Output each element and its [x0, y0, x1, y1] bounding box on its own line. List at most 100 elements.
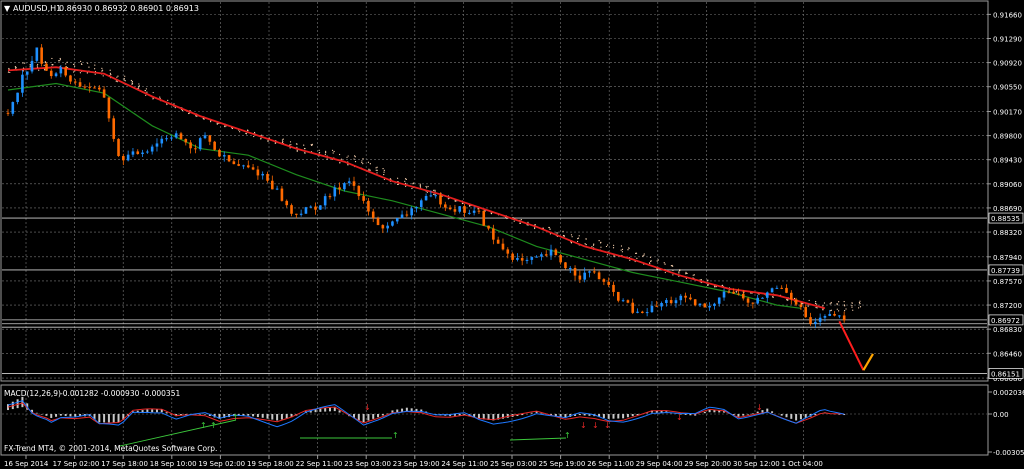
cloud-dot: [706, 284, 709, 286]
sell-arrow-icon: ↓: [676, 413, 683, 422]
cloud-dot: [239, 131, 241, 133]
candle-body: [804, 307, 808, 318]
macd-bar: [31, 409, 34, 413]
macd-bar: [790, 414, 793, 419]
cloud-dot: [216, 122, 218, 124]
candle-body: [756, 297, 759, 304]
macd-bar: [79, 414, 82, 417]
y-tick-label-10: 0.87940: [993, 254, 1022, 262]
candle-body: [246, 165, 250, 168]
cloud-dot: [247, 130, 249, 132]
cloud-dot: [138, 83, 140, 85]
macd-bar: [626, 414, 629, 418]
macd-bar: [314, 409, 317, 413]
candle-body: [665, 300, 668, 304]
cloud-dot: [173, 103, 175, 105]
cloud-dot: [23, 62, 25, 64]
macd-bar: [723, 410, 726, 413]
candle-body: [160, 138, 164, 144]
candle-body: [669, 300, 673, 304]
cloud-dot: [367, 161, 370, 163]
price-line-label-0: 0.88535: [991, 215, 1020, 223]
cloud-dot: [43, 64, 45, 66]
macd-bar: [117, 414, 120, 423]
cloud-dot: [324, 153, 326, 155]
macd-bar: [122, 414, 125, 420]
candle-body: [823, 315, 827, 318]
candle-body: [785, 287, 788, 293]
candle-body: [35, 47, 39, 61]
candle-body: [69, 75, 72, 82]
candle-body: [525, 259, 529, 261]
macd-bar: [208, 414, 211, 416]
candle-body: [674, 300, 678, 304]
cloud-dot: [59, 57, 61, 60]
forecast-down-arrow: [838, 320, 865, 371]
candle-body: [112, 118, 116, 139]
macd-bar: [501, 414, 504, 419]
cloud-dot: [38, 69, 40, 71]
candle-body: [540, 254, 543, 257]
cloud-dot: [383, 169, 385, 171]
candle-body: [347, 181, 351, 184]
cloud-dot: [721, 284, 724, 286]
candle-body: [645, 312, 649, 314]
cloud-dot: [347, 164, 349, 166]
candle-body: [150, 146, 154, 152]
macd-bar: [732, 414, 735, 416]
cloud-dot: [412, 182, 415, 184]
macd-bar: [223, 414, 226, 418]
cloud-dot: [419, 185, 421, 187]
cloud-dot: [397, 177, 399, 179]
macd-bar: [64, 414, 67, 416]
cloud-dot: [816, 307, 818, 309]
cloud-dot: [174, 107, 176, 109]
cloud-dot: [461, 202, 464, 205]
cloud-dot: [678, 272, 680, 274]
candle-body: [49, 70, 53, 77]
y-tick-label-12: 0.87200: [993, 302, 1022, 310]
candle-body: [511, 253, 514, 260]
macd-bar: [453, 414, 456, 416]
cloud-dot: [231, 127, 234, 130]
cloud-dot: [15, 67, 17, 69]
cloud-dot: [447, 198, 449, 200]
macd-bar: [103, 414, 106, 423]
candle-body: [770, 288, 774, 293]
candle-body: [554, 249, 558, 256]
macd-bar: [602, 414, 605, 418]
cloud-dot: [664, 271, 666, 274]
candle-body: [602, 279, 606, 282]
macd-bar: [261, 414, 264, 418]
macd-bar: [357, 414, 360, 421]
cloud-dot: [426, 187, 428, 189]
cloud-dot: [612, 247, 615, 249]
macd-trend-segment: [119, 419, 237, 447]
x-tick-label-16: 1 Oct 04:00: [782, 460, 823, 468]
macd-bar: [747, 414, 750, 415]
candle-body: [617, 291, 620, 301]
candle-body: [218, 149, 221, 157]
candle-body: [698, 303, 702, 306]
time-axis: 16 Sep 2014 17 Sep 02:00 17 Sep 18:00 18 Se…: [4, 455, 823, 468]
cloud-dot: [807, 305, 809, 307]
macd-bar: [165, 412, 168, 414]
cloud-dot: [282, 140, 284, 142]
candle-body: [319, 205, 322, 210]
candle-body: [530, 257, 534, 260]
candle-body: [189, 142, 192, 149]
candle-body: [64, 67, 67, 76]
candle-body: [828, 313, 832, 316]
cloud-dot: [592, 244, 595, 246]
cloud-dot: [434, 189, 436, 191]
x-tick-label-9: 24 Sep 11:00: [441, 460, 488, 468]
cloud-dot: [369, 169, 371, 171]
cloud-dot: [123, 79, 125, 81]
candle-body: [309, 206, 313, 208]
macd-bar: [218, 414, 221, 419]
candle-body: [626, 300, 630, 303]
cloud-dot: [549, 228, 551, 230]
cloud-dot: [383, 171, 385, 173]
